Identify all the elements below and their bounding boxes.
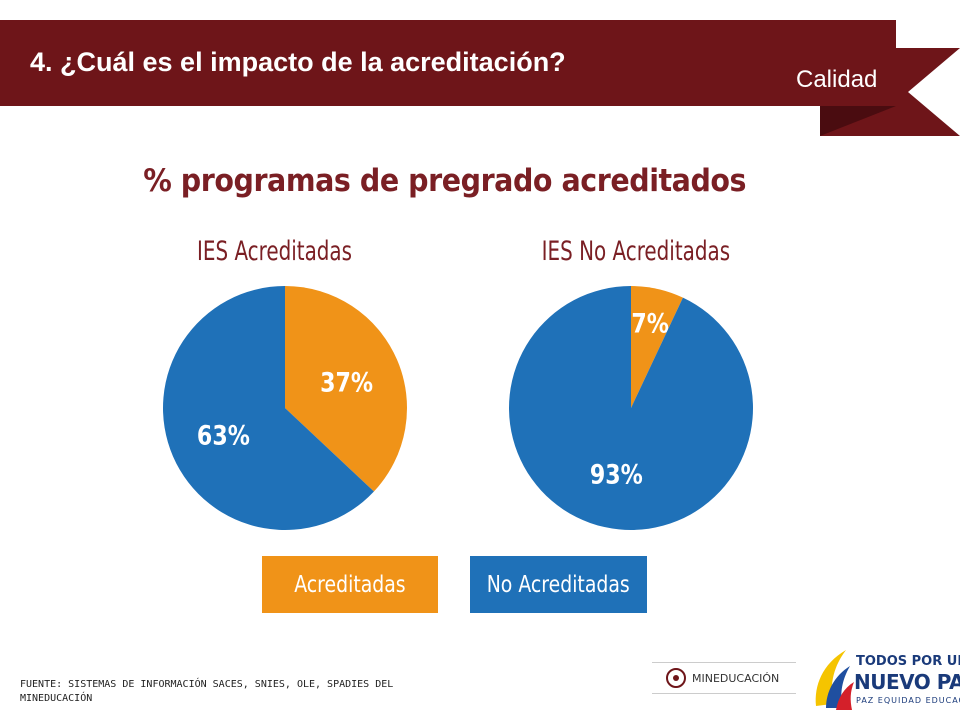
mineducacion-logo: MINEDUCACIÓN: [652, 662, 796, 694]
section-ribbon: [820, 48, 960, 136]
flag-swoosh-icon: [815, 650, 854, 710]
pie-ies-acreditadas: 37% 63%: [162, 286, 407, 530]
source-note: FUENTE: SISTEMAS DE INFORMACIÓN SACES, S…: [20, 679, 394, 704]
tpn-line-2: NUEVO PAÍS: [854, 670, 960, 694]
slice-label-no-acreditadas: 63%: [197, 419, 250, 451]
pie-slice-no-acreditadas: [508, 286, 753, 530]
pie-slice-acreditadas: [285, 286, 407, 492]
slice-label-acreditadas: 37%: [320, 366, 373, 398]
pie-title-ies-no-acreditadas: IES No Acreditadas: [541, 236, 731, 267]
page-title: 4. ¿Cuál es el impacto de la acreditació…: [30, 47, 566, 77]
slice-label-acreditadas: 7%: [631, 307, 669, 339]
seal-icon: [666, 668, 686, 688]
section-label: Calidad: [796, 66, 878, 93]
pie-slice-no-acreditadas: [162, 286, 374, 530]
header-bar: [0, 20, 896, 106]
pie-slice-acreditadas: [631, 286, 683, 408]
chart-title: % programas de pregrado acreditados: [143, 163, 747, 199]
pie-ies-no-acreditadas: 7% 93%: [508, 286, 753, 530]
mineducacion-text: MINEDUCACIÓN: [692, 671, 780, 685]
todos-por-un-nuevo-pais-logo: TODOS POR UN NUEVO PAÍS PAZ EQUIDAD EDUC…: [808, 646, 960, 716]
legend-acreditadas: Acreditadas: [262, 556, 438, 613]
slice-label-no-acreditadas: 93%: [590, 458, 643, 490]
pie-title-ies-acreditadas: IES Acreditadas: [197, 236, 353, 267]
tpn-line-1: TODOS POR UN: [856, 654, 960, 669]
tpn-line-3: PAZ EQUIDAD EDUCACIÓN: [856, 696, 960, 705]
legend-no-acreditadas: No Acreditadas: [470, 556, 647, 613]
